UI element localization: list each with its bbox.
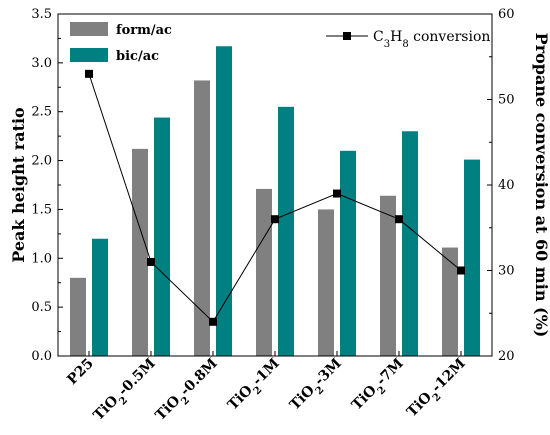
right-tick-label: 30 [498,264,515,279]
legend-label: C3H8 conversion [373,29,490,50]
bar-bic-ac-1 [154,117,170,356]
right-axis: 20 30 40 50 60 [487,7,515,364]
bar-bic-ac-2 [216,46,232,356]
conversion-point-1 [147,257,155,266]
legend-swatch [70,22,108,36]
bar-bic-ac-4 [340,150,356,356]
x-tick-label: TiO2-1M [225,356,286,417]
plot-frame [57,13,493,357]
right-tick-label: 50 [498,93,515,108]
left-tick-label: 3.0 [31,56,52,71]
conversion-point-0 [85,69,93,78]
x-tick-label: TiO2-0.8M [153,356,224,427]
legend-label: bic/ac [116,49,159,64]
conversion-point-2 [209,317,217,326]
bar-bic-ac-6 [464,159,480,356]
left-tick-label: 1.5 [31,202,52,217]
bar-form-ac-5 [380,195,396,356]
bar-form-ac-6 [442,247,458,356]
bar-form-ac-3 [256,188,272,356]
y2-axis-title: Propane conversion at 60 min (%) [532,33,550,338]
bar-form-ac-0 [70,277,86,356]
legend-swatch [70,48,108,62]
right-tick-label: 20 [498,349,515,364]
bar-bic-ac-0 [92,238,108,356]
x-tick-label: P25 [64,356,97,389]
x-tick-label: TiO2-0.5M [91,356,162,427]
right-tick-label: 40 [498,178,515,193]
right-tick-label: 60 [498,7,515,22]
bar-form-ac-1 [132,148,148,356]
left-tick-label: 1.0 [31,251,52,266]
x-tick-label: TiO2-3M [287,356,348,417]
y-axis-title: Peak height ratio [9,107,28,263]
legend-line-marker [343,32,351,40]
conversion-point-6 [457,266,465,275]
left-axis: 0.0 0.5 1.0 1.5 2.0 2.5 3.0 3.5 [31,7,63,364]
bar-form-ac-2 [194,80,210,357]
bar-form-ac-4 [318,209,334,356]
conversion-point-4 [333,189,341,198]
bar-bic-ac-5 [402,131,418,356]
left-tick-label: 3.5 [31,7,52,22]
line-layer [85,69,465,326]
legend-line: C3H8 conversion [326,29,490,50]
legend-bars: form/ac bic/ac [70,22,172,64]
bars-layer [70,46,480,357]
conversion-point-5 [395,215,403,224]
left-tick-label: 0.0 [31,349,52,364]
left-tick-label: 2.5 [31,105,52,120]
conversion-point-3 [271,215,279,224]
left-tick-label: 2.0 [31,154,52,169]
x-tick-label: TiO2-12M [404,356,472,424]
legend-label: form/ac [116,23,172,38]
x-tick-label: TiO2-7M [349,356,410,417]
bar-bic-ac-3 [278,106,294,356]
left-tick-label: 0.5 [31,300,52,315]
